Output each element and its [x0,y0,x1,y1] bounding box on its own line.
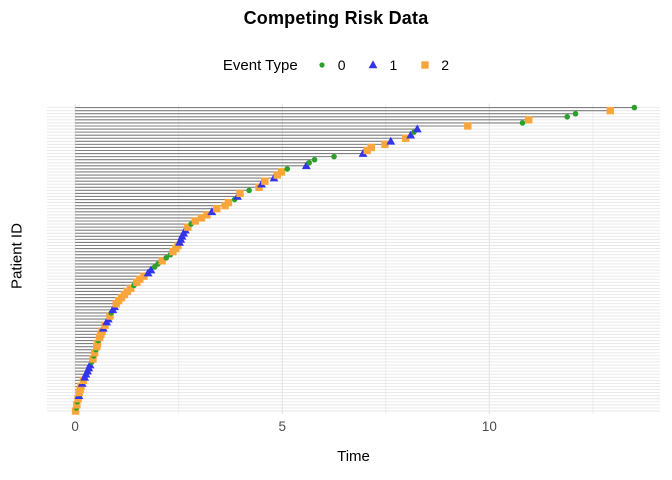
event-marker-square-2 [277,168,286,176]
event-marker-circle-0 [331,153,337,160]
event-marker-circle-0 [311,156,318,163]
event-marker-square-2 [136,275,144,283]
legend-entry-label: 1 [389,57,398,73]
event-marker-circle-0 [519,120,526,126]
event-marker-square-2 [184,223,192,231]
y-axis-label: Patient ID [8,223,26,289]
x-tick-label: 0 [71,419,79,434]
legend-entry-1: 1 [365,57,397,73]
event-marker-square-2 [158,257,166,265]
event-marker-triangle-1 [412,124,422,133]
square-glyph [421,61,429,69]
event-marker-square-2 [106,312,114,320]
event-marker-square-2 [464,122,472,130]
event-marker-square-2 [261,177,269,185]
event-marker-circle-0 [163,254,170,261]
event-marker-square-2 [525,116,533,124]
event-marker-square-2 [213,205,221,213]
event-marker-square-2 [401,134,410,142]
circle-glyph [319,62,325,68]
event-marker-triangle-1 [146,265,156,274]
event-marker-square-2 [73,401,81,409]
legend-entry-label: 2 [441,57,450,73]
event-marker-triangle-1 [207,207,217,216]
event-marker-circle-0 [631,104,638,111]
legend-entry-0: 0 [314,57,346,73]
x-axis-label: Time [337,448,370,465]
legend-entries: 0 1 2 [314,57,449,73]
event-marker-square-2 [203,211,211,219]
event-marker-square-2 [367,143,376,152]
event-marker-square-2 [606,106,614,115]
event-marker-square-2 [191,217,199,225]
legend-entry-2: 2 [417,57,449,73]
circle-legend-key-icon [319,62,325,68]
legend: Event Type 0 1 2 [0,53,672,77]
event-marker-square-2 [273,171,281,179]
chart-title: Competing Risk Data [243,8,429,28]
event-marker-square-2 [224,198,233,207]
event-marker-square-2 [71,407,80,415]
event-marker-square-2 [89,355,97,363]
legend-entry-label: 0 [337,57,346,73]
event-marker-square-2 [90,349,99,357]
event-marker-triangle-1 [358,148,368,157]
legend-title: Event Type [222,56,298,74]
event-marker-circle-0 [284,166,291,172]
square-legend-key-icon [421,61,429,69]
x-tick-label: 5 [279,419,287,434]
x-tick-label: 10 [482,419,497,434]
event-marker-circle-0 [306,159,312,166]
event-marker-square-2 [197,214,206,222]
triangle-glyph [369,60,378,69]
event-marker-square-2 [363,146,371,155]
event-marker-triangle-1 [85,360,95,369]
event-marker-circle-0 [572,110,579,117]
event-marker-circle-0 [246,187,252,194]
event-marker-triangle-1 [301,161,311,170]
event-marker-square-2 [93,339,102,348]
event-marker-square-2 [381,140,389,149]
event-marker-triangle-1 [406,130,416,139]
event-marker-circle-0 [564,113,571,120]
event-marker-square-2 [126,284,135,293]
event-marker-triangle-1 [386,136,396,145]
triangle-legend-key-icon [369,60,378,69]
event-marker-square-2 [236,189,244,198]
